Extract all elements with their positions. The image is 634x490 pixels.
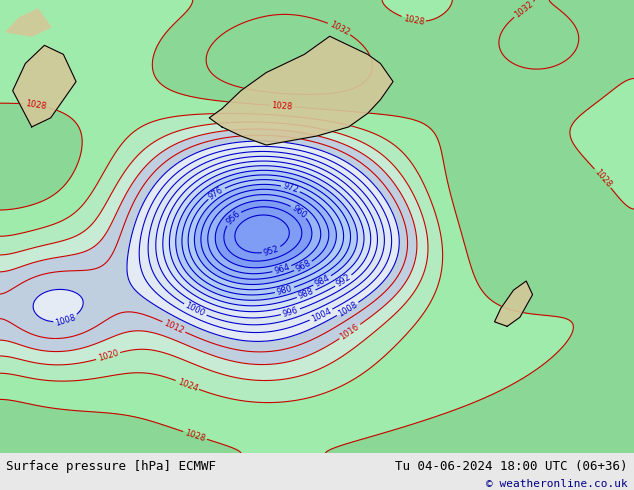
Text: 1028: 1028 <box>25 99 47 111</box>
Text: 980: 980 <box>276 284 294 296</box>
Polygon shape <box>13 46 76 127</box>
Text: 992: 992 <box>335 273 353 289</box>
Text: 1028: 1028 <box>592 167 613 189</box>
Polygon shape <box>209 36 393 145</box>
Text: Tu 04-06-2024 18:00 UTC (06+36): Tu 04-06-2024 18:00 UTC (06+36) <box>395 460 628 473</box>
Text: 1000: 1000 <box>184 301 207 319</box>
Text: Surface pressure [hPa] ECMWF: Surface pressure [hPa] ECMWF <box>6 460 216 473</box>
Polygon shape <box>6 9 51 36</box>
Text: 1028: 1028 <box>271 101 293 111</box>
Text: 1032: 1032 <box>513 0 535 20</box>
Text: 1004: 1004 <box>309 306 332 323</box>
Text: 964: 964 <box>273 263 291 276</box>
Text: 1020: 1020 <box>97 349 119 363</box>
Text: 1016: 1016 <box>339 322 361 342</box>
Text: 1024: 1024 <box>176 377 198 393</box>
Polygon shape <box>495 281 533 326</box>
Text: 956: 956 <box>224 209 242 227</box>
Text: 1028: 1028 <box>184 428 207 443</box>
Text: 988: 988 <box>297 287 315 301</box>
Text: 1032: 1032 <box>328 20 351 37</box>
Text: 952: 952 <box>262 244 280 257</box>
Text: 1008: 1008 <box>337 300 359 318</box>
Text: 1028: 1028 <box>402 14 425 26</box>
Text: 996: 996 <box>281 305 299 318</box>
Text: 1008: 1008 <box>55 313 77 328</box>
Text: 960: 960 <box>290 203 308 220</box>
Text: 976: 976 <box>207 185 226 201</box>
Text: 968: 968 <box>294 259 313 274</box>
Text: 972: 972 <box>281 182 299 195</box>
Text: © weatheronline.co.uk: © weatheronline.co.uk <box>486 480 628 490</box>
Text: 1012: 1012 <box>162 318 185 336</box>
Text: 984: 984 <box>313 273 332 289</box>
